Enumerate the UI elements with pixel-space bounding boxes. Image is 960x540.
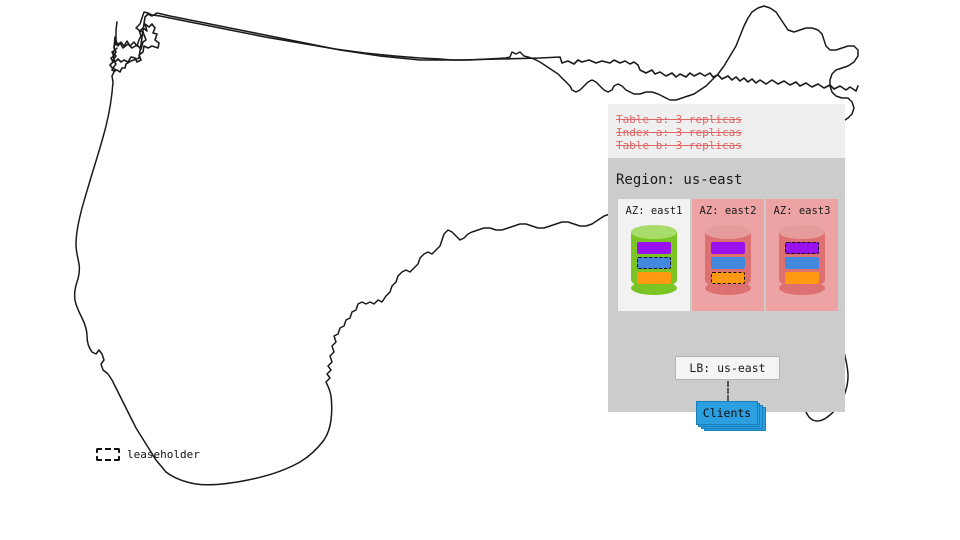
region-title: Region: us-east <box>616 172 743 188</box>
range-table-b-east1 <box>637 272 671 284</box>
region-panel: Table a: 3 replicas Index a: 3 replicas … <box>608 104 845 431</box>
range-table-b-east2 <box>711 272 745 284</box>
lb-clients-connector <box>727 381 729 401</box>
range-table-b-east3 <box>785 272 819 284</box>
range-index-a-east1 <box>637 257 671 269</box>
az-box-east3[interactable]: AZ: east3 <box>766 199 838 311</box>
load-balancer-label: LB: us-east <box>689 361 766 375</box>
database-cylinder-east3 <box>779 225 825 295</box>
schema-line-table-b: Table b: 3 replicas <box>616 139 742 152</box>
az-label-east2: AZ: east2 <box>699 205 757 217</box>
az-label-east1: AZ: east1 <box>625 205 683 217</box>
clients-label: Clients <box>702 406 752 420</box>
cylinder-top <box>705 225 751 239</box>
range-bands-east1 <box>637 242 671 288</box>
region-body: Region: us-east AZ: east1 <box>608 158 845 431</box>
schema-line-table-a: Table a: 3 replicas <box>616 113 742 126</box>
availability-zone-row: AZ: east1 AZ: east2 <box>618 199 838 311</box>
legend-label: leaseholder <box>127 448 200 461</box>
schema-line-index-a: Index a: 3 replicas <box>616 126 742 139</box>
leaseholder-swatch-icon <box>96 448 120 461</box>
cylinder-top <box>631 225 677 239</box>
database-cylinder-east2 <box>705 225 751 295</box>
database-cylinder-east1 <box>631 225 677 295</box>
range-bands-east2 <box>711 242 745 288</box>
range-table-a-east2 <box>711 242 745 254</box>
range-index-a-east2 <box>711 257 745 269</box>
range-table-a-east3 <box>785 242 819 254</box>
az-box-east1[interactable]: AZ: east1 <box>618 199 690 311</box>
clients-box-front[interactable]: Clients <box>696 401 758 425</box>
az-label-east3: AZ: east3 <box>773 205 831 217</box>
az-box-east2[interactable]: AZ: east2 <box>692 199 764 311</box>
range-index-a-east3 <box>785 257 819 269</box>
cylinder-top <box>779 225 825 239</box>
clients-stack[interactable]: Clients <box>696 401 766 431</box>
schema-status-box: Table a: 3 replicas Index a: 3 replicas … <box>608 104 845 158</box>
load-balancer-box[interactable]: LB: us-east <box>675 356 780 380</box>
range-table-a-east1 <box>637 242 671 254</box>
range-bands-east3 <box>785 242 819 288</box>
legend: leaseholder <box>96 448 200 461</box>
